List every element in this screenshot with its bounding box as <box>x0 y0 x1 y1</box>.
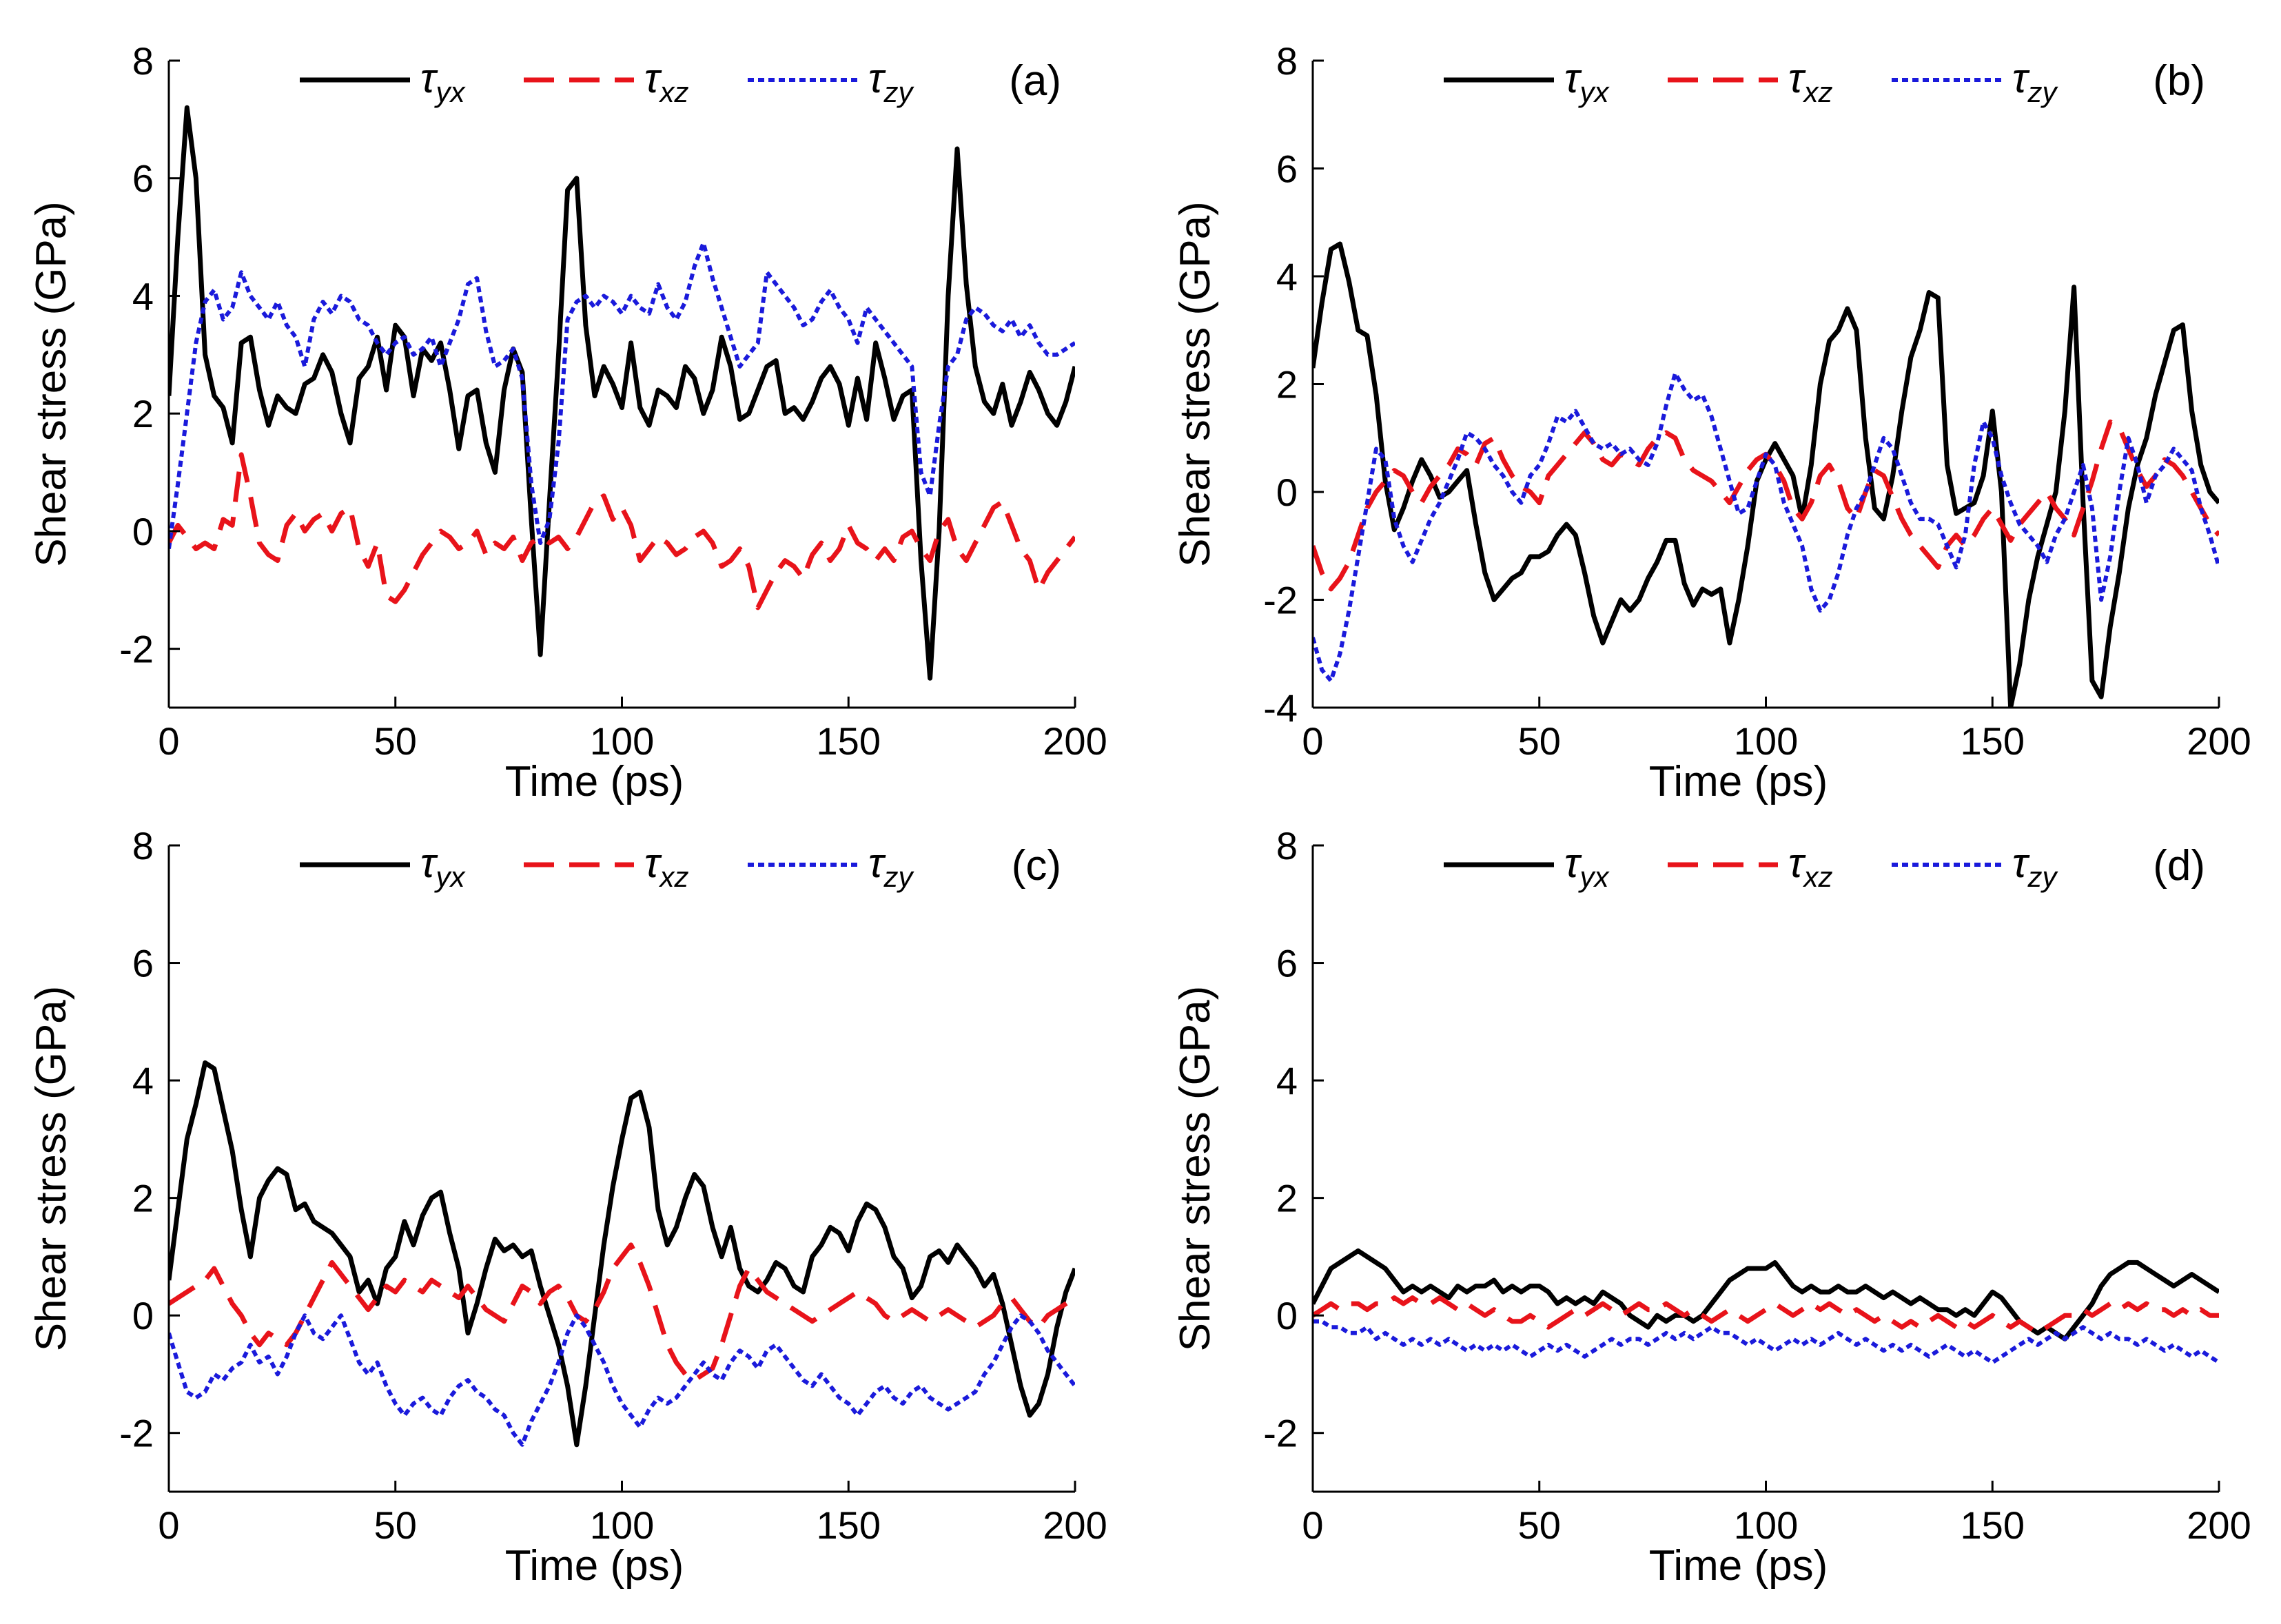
legend-label-yx: τyx <box>420 840 466 893</box>
y-tick-label: 2 <box>132 1177 154 1220</box>
legend-label-xz: τxz <box>644 55 688 108</box>
series-line-zy <box>1313 371 2219 683</box>
x-tick-label: 0 <box>158 1503 179 1547</box>
chart-panel-3: 0 50 100 150 200 -2 0 2 4 6 8 Time (ps) Shear stress… <box>28 824 1107 1590</box>
legend-label-zy: τzy <box>2012 840 2058 893</box>
series-line-yx <box>1313 241 2219 708</box>
x-tick-label: 50 <box>1518 1503 1561 1547</box>
x-tick-label: 50 <box>374 1503 417 1547</box>
y-tick-label: 6 <box>1276 942 1298 985</box>
x-tick-label: 100 <box>1734 1503 1798 1547</box>
legend-label-yx: τyx <box>420 55 466 108</box>
y-tick-label: 2 <box>132 392 154 435</box>
y-tick-label: 4 <box>1276 1059 1298 1102</box>
y-tick-label: 0 <box>132 1294 154 1337</box>
y-tick-label: 6 <box>132 157 154 201</box>
panel-label: (c) <box>1012 842 1061 890</box>
x-tick-label: 0 <box>158 719 179 763</box>
x-tick-label: 150 <box>817 1503 881 1547</box>
x-tick-label: 0 <box>1302 719 1323 763</box>
y-axis-title: Shear stress (GPa) <box>1172 986 1219 1352</box>
x-axis-title: Time (ps) <box>505 1542 684 1590</box>
x-axis-title: Time (ps) <box>1649 1542 1828 1590</box>
x-axis-title: Time (ps) <box>1649 758 1828 805</box>
x-tick-label: 0 <box>1302 1503 1323 1547</box>
x-tick-label: 200 <box>2187 1503 2251 1547</box>
x-tick-label: 100 <box>590 719 654 763</box>
series-line-yx <box>169 1060 1075 1448</box>
x-tick-label: 150 <box>1961 1503 2025 1547</box>
series-line-xz <box>169 1242 1075 1383</box>
x-axis-title: Time (ps) <box>505 758 684 805</box>
y-tick-label: 8 <box>132 39 154 83</box>
panel-label: (b) <box>2153 57 2205 105</box>
legend-label-zy: τzy <box>868 55 914 108</box>
y-tick-label: 2 <box>1276 363 1298 407</box>
series-line-xz <box>1313 1295 2219 1336</box>
y-tick-label: -2 <box>119 628 154 671</box>
y-tick-label: 8 <box>1276 824 1298 867</box>
x-tick-label: 200 <box>1043 719 1107 763</box>
y-tick-label: 4 <box>1276 255 1298 298</box>
y-tick-label: 0 <box>1276 1294 1298 1337</box>
y-axis-title: Shear stress (GPa) <box>28 986 75 1352</box>
x-tick-label: 50 <box>374 719 417 763</box>
legend-label-xz: τxz <box>644 840 688 893</box>
x-tick-label: 200 <box>2187 719 2251 763</box>
y-axis-title: Shear stress (GPa) <box>28 201 75 567</box>
y-tick-label: 2 <box>1276 1177 1298 1220</box>
chart-panel-4: 0 50 100 150 200 -2 0 2 4 6 8 Time (ps) Shear stress… <box>1172 824 2251 1590</box>
legend-label-xz: τxz <box>1788 840 1832 893</box>
y-tick-label: 6 <box>1276 147 1298 191</box>
y-tick-label: 6 <box>132 942 154 985</box>
y-tick-label: -4 <box>1263 686 1298 730</box>
y-tick-label: 0 <box>132 510 154 553</box>
x-tick-label: 150 <box>1961 719 2025 763</box>
legend-label-yx: τyx <box>1564 840 1610 893</box>
y-tick-label: -2 <box>1263 1412 1298 1455</box>
series-line-zy <box>1313 1319 2219 1365</box>
y-tick-label: 8 <box>1276 39 1298 83</box>
y-axis-title: Shear stress (GPa) <box>1172 201 1219 567</box>
y-tick-label: -2 <box>1263 579 1298 622</box>
y-tick-label: -2 <box>119 1412 154 1455</box>
legend-label-zy: τzy <box>868 840 914 893</box>
x-tick-label: 150 <box>817 719 881 763</box>
legend-label-yx: τyx <box>1564 55 1610 108</box>
x-tick-label: 200 <box>1043 1503 1107 1547</box>
y-tick-label: 0 <box>1276 471 1298 514</box>
series-line-xz <box>169 452 1075 610</box>
panel-label: (a) <box>1009 57 1061 105</box>
legend-label-zy: τzy <box>2012 55 2058 108</box>
series-line-yx <box>169 105 1075 681</box>
x-tick-label: 100 <box>590 1503 654 1547</box>
legend-label-xz: τxz <box>1788 55 1832 108</box>
chart-panel-1: 0 50 100 150 200 -2 0 2 4 6 8 Time (ps) Shear stress… <box>28 39 1107 805</box>
x-tick-label: 100 <box>1734 719 1798 763</box>
series-line-zy <box>169 240 1075 549</box>
series-line-zy <box>169 1313 1075 1447</box>
y-tick-label: 8 <box>132 824 154 867</box>
panel-label: (d) <box>2153 842 2205 890</box>
y-tick-label: 4 <box>132 274 154 318</box>
y-tick-label: 4 <box>132 1059 154 1102</box>
chart-panel-2: 0 50 100 150 200 -4 -2 0 2 4 6 8 Time (ps) Shear stre… <box>1172 39 2251 805</box>
series-line-yx <box>1313 1248 2219 1342</box>
x-tick-label: 50 <box>1518 719 1561 763</box>
